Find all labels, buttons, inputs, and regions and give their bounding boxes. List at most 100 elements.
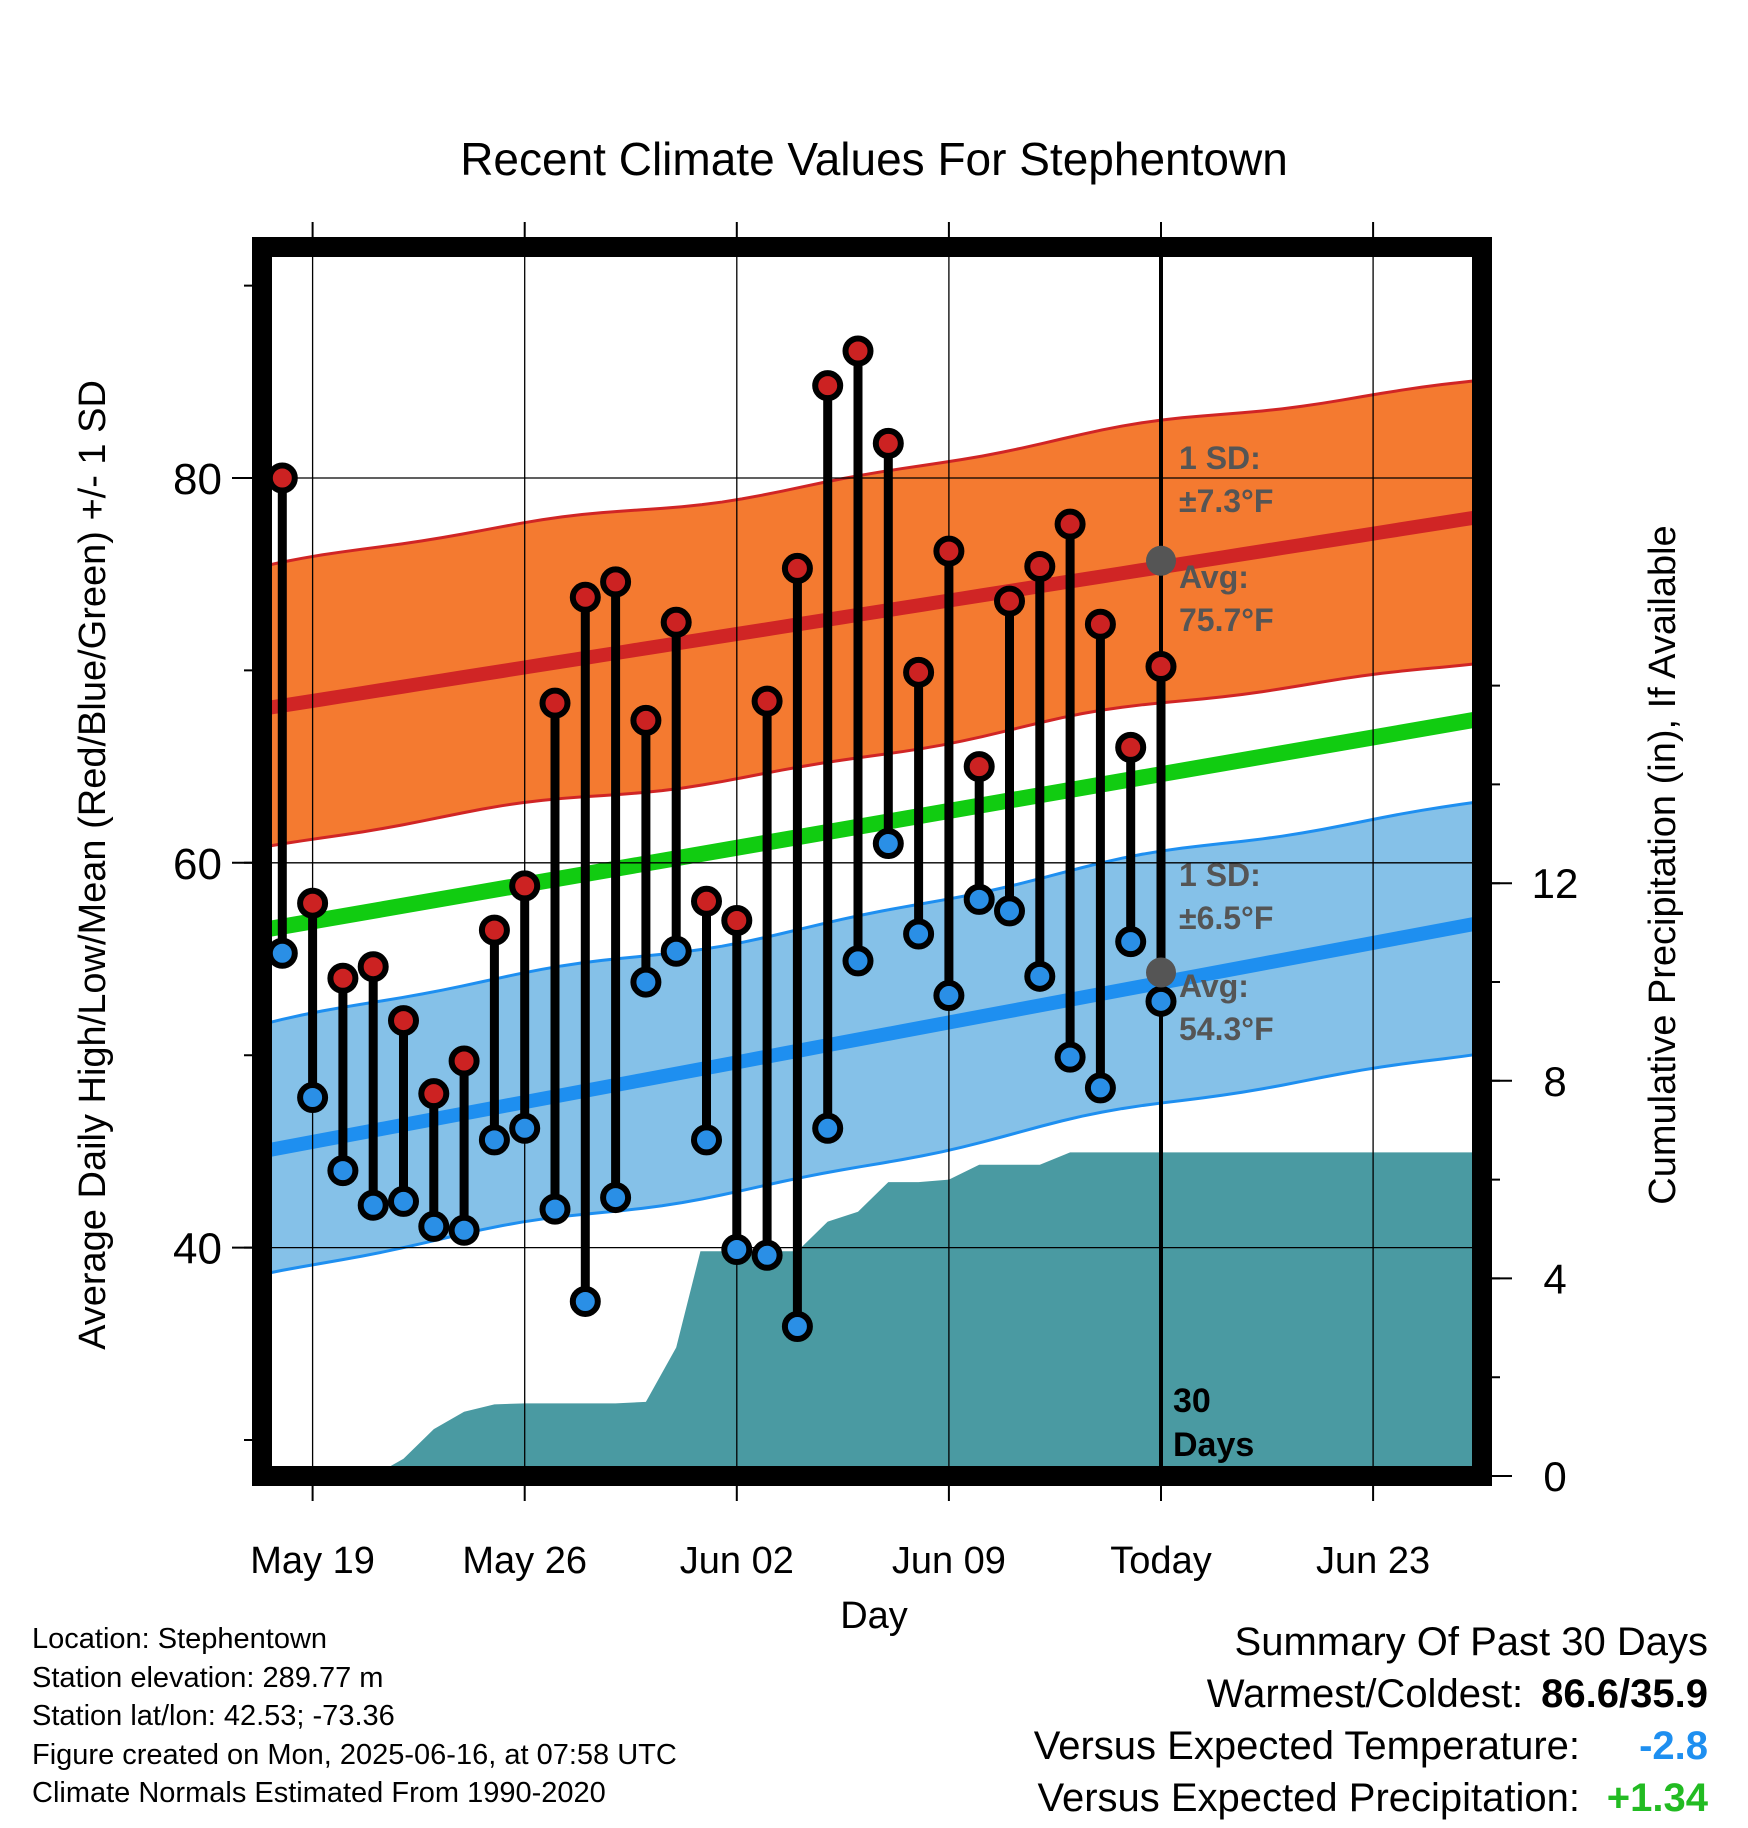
daily-high-point [994, 585, 1025, 617]
high-avg-value: 75.7°F [1179, 602, 1274, 638]
daily-low-point [933, 980, 965, 1012]
days-label-text: Days [1173, 1426, 1254, 1464]
daily-high-point [872, 427, 904, 459]
daily-high-point [297, 887, 329, 919]
daily-low-point [418, 1210, 450, 1242]
daily-high-point [388, 1005, 419, 1037]
daily-low-point [448, 1214, 480, 1246]
daily-low-point [357, 1189, 389, 1221]
daily-high-point [933, 535, 965, 567]
station-info: Location: Stephentown Station elevation:… [32, 1620, 677, 1813]
daily-low-point [1084, 1072, 1116, 1104]
x-tick-label-3: Jun 09 [892, 1540, 1006, 1582]
daily-high-point [1024, 551, 1056, 583]
daily-high-point [539, 687, 571, 719]
low-avg-label: Avg: [1179, 968, 1249, 1004]
y2-tick-label-3: 12 [1532, 860, 1579, 907]
high-band-upper-edge [262, 378, 1482, 568]
daily-low-point [781, 1310, 813, 1342]
daily-low-point [963, 883, 995, 915]
x-tick-label-1: May 26 [462, 1540, 587, 1582]
daily-high-point [963, 751, 995, 783]
x-axis-label: Day [840, 1595, 908, 1637]
x-tick-label-4: Today [1110, 1540, 1211, 1582]
daily-low-point [509, 1112, 541, 1144]
daily-low-point [903, 918, 935, 950]
daily-high-point [903, 656, 935, 688]
low-sd-label: 1 SD: [1179, 857, 1261, 893]
daily-low-point [660, 935, 692, 967]
daily-high-point [842, 335, 874, 367]
daily-low-point [539, 1193, 571, 1225]
summary-warmest-value: 86.6/35.9 [1541, 1672, 1708, 1716]
daily-high-point [478, 914, 510, 946]
x-tick-label-2: Jun 02 [680, 1540, 794, 1582]
info-elevation: Station elevation: 289.77 m [32, 1661, 384, 1694]
daily-low-point [751, 1239, 783, 1271]
summary-panel: Summary Of Past 30 Days Warmest/Coldest:… [1034, 1616, 1708, 1824]
high-sd-value: ±7.3°F [1179, 483, 1273, 519]
daily-high-point [660, 606, 692, 638]
daily-low-point [812, 1112, 844, 1144]
y-tick-label-2: 80 [173, 455, 222, 504]
daily-low-point [569, 1285, 601, 1317]
today-avg-high-marker [1146, 545, 1176, 576]
mean-normal-line [262, 710, 1482, 939]
summary-precip-label: Versus Expected Precipitation: [1037, 1776, 1580, 1820]
plot-area [262, 247, 1482, 1476]
summary-precip-value: +1.34 [1606, 1776, 1708, 1820]
info-latlon: Station lat/lon: 42.53; -73.36 [32, 1700, 395, 1732]
summary-warmest-row: Warmest/Coldest: 86.6/35.9 [1034, 1668, 1708, 1720]
daily-high-point [327, 962, 359, 994]
daily-low-point [630, 966, 662, 998]
daily-high-point [569, 581, 601, 613]
daily-high-point [630, 704, 662, 736]
y2-tick-label-0: 0 [1543, 1453, 1566, 1500]
daily-high-point [509, 870, 541, 902]
daily-high-point [721, 905, 753, 937]
info-normals: Climate Normals Estimated From 1990-2020 [32, 1777, 606, 1809]
daily-high-point [812, 370, 844, 402]
y-axis-label: Average Daily High/Low/Mean (Red/Blue/Gr… [72, 380, 114, 1350]
x-tick-label-0: May 19 [250, 1540, 375, 1582]
daily-high-point [266, 462, 298, 494]
daily-high-point [1054, 508, 1086, 540]
today-avg-low-marker [1146, 957, 1176, 988]
daily-high-point [1145, 651, 1177, 683]
daily-high-point [691, 885, 722, 917]
daily-high-point [357, 951, 389, 983]
x-tick-label-5: Jun 23 [1316, 1540, 1430, 1582]
daily-low-point [1024, 960, 1056, 992]
daily-high-point [418, 1078, 450, 1110]
daily-low-point [1115, 926, 1147, 958]
daily-low-point [478, 1124, 510, 1156]
high-sd-label: 1 SD: [1179, 440, 1261, 476]
daily-high-point [781, 552, 813, 584]
daily-low-point [842, 945, 874, 977]
daily-low-point [994, 895, 1025, 927]
info-location: Location: Stephentown [32, 1623, 328, 1655]
daily-low-point [872, 828, 904, 860]
y-tick-label-1: 60 [173, 840, 222, 889]
high-band-lower-edge [262, 661, 1482, 849]
precipitation-area [262, 1152, 1474, 1476]
daily-high-point [600, 566, 632, 598]
daily-low-point [691, 1124, 722, 1156]
high-normal-line [262, 509, 1482, 716]
plot-frame [252, 237, 1492, 1486]
chart-title: Recent Climate Values For Stephentown [460, 133, 1288, 185]
summary-precip-row: Versus Expected Precipitation: +1.34 [1034, 1772, 1708, 1824]
days-label-number: 30 [1173, 1382, 1211, 1420]
daily-high-point [448, 1045, 480, 1077]
summary-temp-value: -2.8 [1639, 1724, 1708, 1768]
daily-low-point [1054, 1041, 1086, 1073]
summary-warmest-label: Warmest/Coldest: [1206, 1672, 1524, 1716]
daily-low-point [297, 1082, 329, 1114]
daily-low-point [721, 1234, 753, 1266]
daily-low-point [600, 1182, 632, 1214]
low-sd-value: ±6.5°F [1179, 900, 1273, 936]
summary-title: Summary Of Past 30 Days [1234, 1620, 1708, 1664]
summary-temp-row: Versus Expected Temperature: -2.8 [1034, 1720, 1708, 1772]
high-avg-label: Avg: [1179, 559, 1249, 595]
